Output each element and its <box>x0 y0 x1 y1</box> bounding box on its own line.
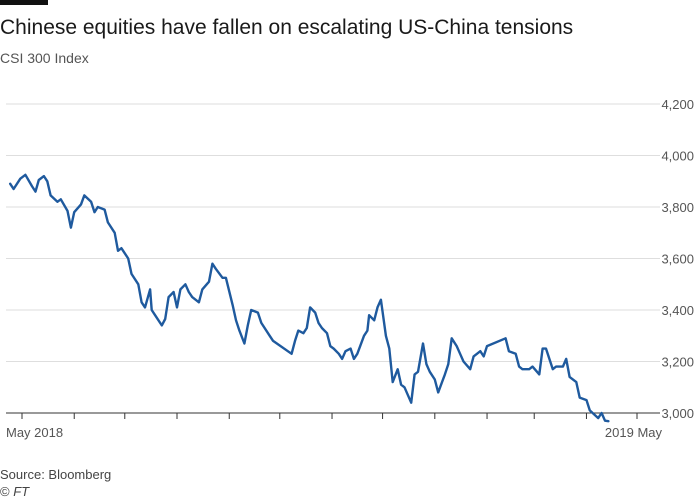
series-line-0 <box>8 173 610 423</box>
header-accent-bar <box>0 0 48 5</box>
copyright-symbol: © <box>0 484 10 499</box>
x-tick-label-1: 2019 May <box>605 425 663 440</box>
y-tick-label-3400: 3,400 <box>661 303 694 318</box>
x-tick-label-0: May 2018 <box>6 425 63 440</box>
chart-title: Chinese equities have fallen on escalati… <box>0 16 574 39</box>
series-lines <box>8 173 610 423</box>
ft-logo: FT <box>13 484 30 499</box>
grid-lines <box>6 103 660 362</box>
y-tick-label-3600: 3,600 <box>661 252 694 267</box>
y-tick-label-3000: 3,000 <box>661 406 694 421</box>
copyright-note: © FT <box>0 484 29 500</box>
line-chart: 3,000 3,200 3,400 3,600 3,800 4,000 4,200 May … <box>6 97 694 440</box>
y-tick-labels: 3,000 3,200 3,400 3,600 3,800 4,000 4,200 <box>661 97 694 421</box>
chart-subtitle: CSI 300 Index <box>0 50 89 66</box>
source-note: Source: Bloomberg <box>0 467 112 482</box>
y-tick-label-3800: 3,800 <box>661 200 694 215</box>
x-axis: May 2018 2019 May <box>6 412 663 440</box>
y-tick-label-4200: 4,200 <box>661 97 694 112</box>
y-tick-label-4000: 4,000 <box>661 149 694 164</box>
y-tick-label-3200: 3,200 <box>661 355 694 370</box>
